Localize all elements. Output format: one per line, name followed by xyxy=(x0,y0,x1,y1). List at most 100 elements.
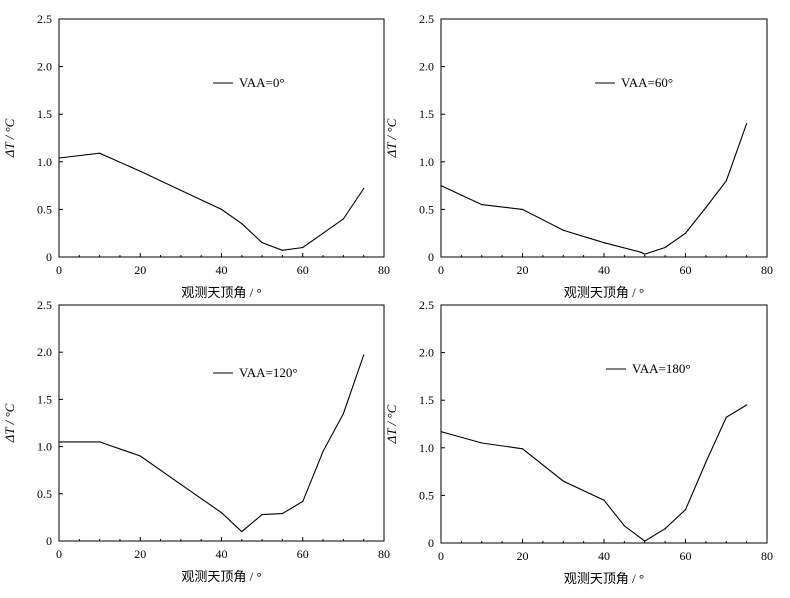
x-tick-label: 20 xyxy=(134,263,146,277)
data-point xyxy=(562,480,564,482)
data-point xyxy=(481,204,483,206)
data-point xyxy=(363,354,365,356)
x-tick-label: 60 xyxy=(297,547,309,561)
y-tick-label: 2.0 xyxy=(419,60,434,74)
x-tick-label: 20 xyxy=(517,549,529,563)
y-tick-label: 1.5 xyxy=(419,393,434,407)
y-tick-label: 2.5 xyxy=(419,12,434,26)
plot-frame xyxy=(440,304,768,544)
x-tick-label: 60 xyxy=(680,549,692,563)
data-point xyxy=(521,448,524,450)
data-point xyxy=(302,500,304,502)
x-axis-label: 观测天顶角 / ° xyxy=(564,571,644,586)
y-axis-label: ΔT / °C xyxy=(384,404,399,444)
chart-panel-4: 0 20 40 60 80 0 0.5 1.0 1.5 2.0 2.5 观测天顶角 / ° ΔT / °… xyxy=(384,298,773,586)
y-axis-label: ΔT / °C xyxy=(2,403,17,443)
x-tick-label: 0 xyxy=(56,263,62,277)
y-tick-label: 0 xyxy=(46,250,52,264)
y-tick-label: 1.0 xyxy=(37,440,52,454)
y-tick-label: 1.5 xyxy=(37,107,52,121)
x-tick-label: 0 xyxy=(438,549,444,563)
legend-label: VAA=60° xyxy=(621,75,673,90)
y-tick-label: 1.0 xyxy=(419,155,434,169)
y-tick-label: 0 xyxy=(428,536,434,550)
data-point xyxy=(562,229,564,231)
y-tick-label: 0.5 xyxy=(37,487,52,501)
data-point xyxy=(363,187,365,190)
data-point xyxy=(725,416,727,418)
data-point xyxy=(623,525,625,527)
x-tick-label: 0 xyxy=(56,547,62,561)
plot-frame xyxy=(440,18,768,258)
data-point xyxy=(139,455,141,457)
y-tick-label: 1.5 xyxy=(37,392,52,406)
y-tick-label: 1.5 xyxy=(419,107,434,121)
data-point xyxy=(705,461,707,463)
y-axis-label: ΔT / °C xyxy=(2,118,17,158)
plot-frame xyxy=(58,18,385,258)
x-tick-label: 40 xyxy=(598,263,610,277)
x-tick-label: 60 xyxy=(297,263,309,277)
data-point xyxy=(644,540,646,542)
y-tick-label: 2.0 xyxy=(37,345,52,359)
y-tick-label: 1.0 xyxy=(419,441,434,455)
data-point xyxy=(241,223,243,225)
data-point xyxy=(603,242,605,244)
data-point xyxy=(684,232,687,234)
x-tick-label: 40 xyxy=(216,263,228,277)
data-point xyxy=(58,157,60,159)
data-point xyxy=(139,170,141,172)
y-tick-label: 2.5 xyxy=(37,12,52,26)
series-line xyxy=(440,404,747,542)
data-point xyxy=(58,441,60,443)
data-point xyxy=(322,450,324,452)
x-axis-label: 观测天顶角 / ° xyxy=(181,285,261,300)
data-point xyxy=(342,218,344,220)
x-axis-label: 观测天顶角 / ° xyxy=(181,569,261,584)
data-point xyxy=(281,513,284,515)
x-tick-label: 0 xyxy=(438,263,444,277)
x-tick-label: 80 xyxy=(761,549,773,563)
y-tick-label: 0 xyxy=(46,534,52,548)
data-point xyxy=(261,513,263,516)
x-tick-label: 20 xyxy=(134,547,146,561)
legend-label: VAA=120° xyxy=(239,365,298,380)
legend-label: VAA=0° xyxy=(239,75,285,90)
y-axis-label: ΔT / °C xyxy=(384,118,399,158)
y-tick-label: 0.5 xyxy=(419,488,434,502)
x-tick-label: 80 xyxy=(761,263,773,277)
data-point xyxy=(220,208,223,210)
data-point xyxy=(302,246,304,249)
x-tick-label: 60 xyxy=(680,263,692,277)
data-point xyxy=(644,253,646,255)
data-point xyxy=(440,431,442,433)
data-point xyxy=(241,530,243,533)
legend-label: VAA=180° xyxy=(632,361,691,376)
data-point xyxy=(664,528,666,530)
data-point xyxy=(746,404,748,406)
plot-frame xyxy=(58,304,385,542)
y-tick-label: 2.5 xyxy=(419,298,434,312)
data-point xyxy=(705,206,707,209)
data-point xyxy=(220,512,223,514)
data-point xyxy=(746,123,748,125)
chart-panel-2: 0 20 40 60 80 0 0.5 1.0 1.5 2.0 2.5 观测天顶角 / ° ΔT / °… xyxy=(384,12,773,300)
y-tick-label: 0 xyxy=(428,250,434,264)
x-tick-label: 40 xyxy=(598,549,610,563)
data-point xyxy=(342,412,344,415)
data-point xyxy=(725,180,727,182)
data-point xyxy=(640,251,642,253)
series-line xyxy=(59,354,365,533)
y-tick-label: 1.0 xyxy=(37,155,52,169)
data-point xyxy=(440,185,442,187)
data-point xyxy=(322,232,324,234)
x-tick-label: 40 xyxy=(216,547,228,561)
x-tick-label: 80 xyxy=(378,547,390,561)
data-point xyxy=(261,242,263,244)
data-point xyxy=(664,246,666,249)
data-point xyxy=(521,208,524,210)
data-point xyxy=(603,499,605,501)
y-tick-label: 2.5 xyxy=(37,298,52,312)
data-point xyxy=(180,483,182,485)
